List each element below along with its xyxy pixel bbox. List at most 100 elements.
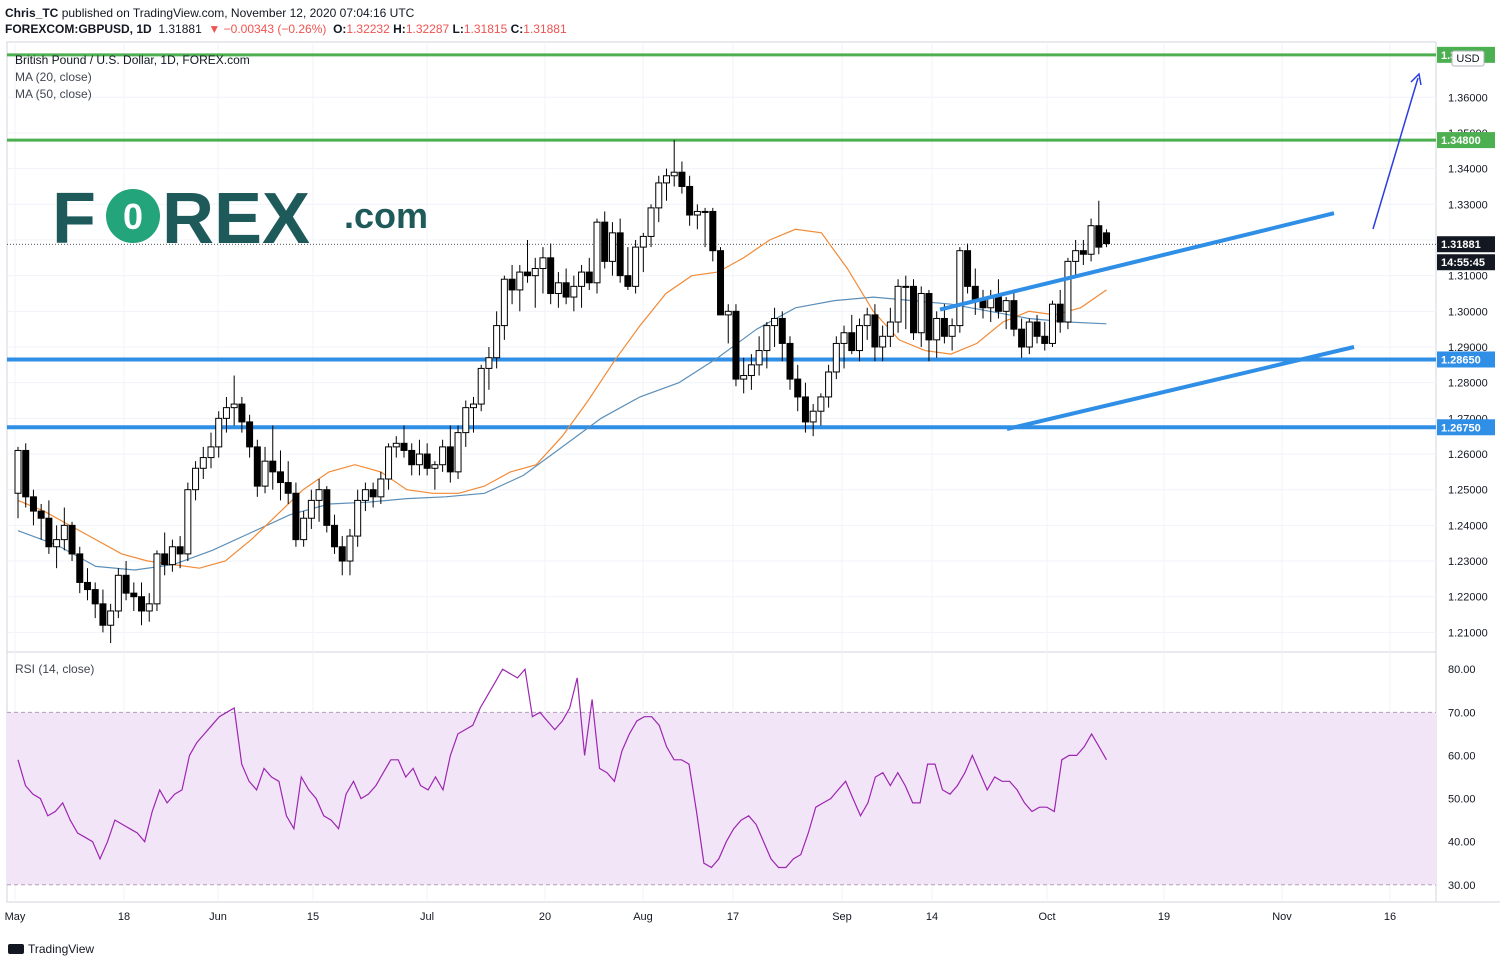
candle-up <box>817 396 825 412</box>
price-label-text: 1.34800 <box>1441 135 1481 147</box>
moving-averages <box>17 228 1107 571</box>
candle-up <box>763 325 771 352</box>
candle-down <box>686 185 694 216</box>
candle-up <box>300 517 308 541</box>
low-value: 1.31815 <box>463 22 508 36</box>
candle-down <box>323 489 331 526</box>
candle-up <box>933 317 941 341</box>
time-tick-label: 20 <box>539 911 551 923</box>
ma50-legend: MA (50, close) <box>15 87 92 101</box>
candle-down <box>794 378 802 398</box>
candle-down <box>161 553 169 566</box>
candle-down <box>1095 225 1103 248</box>
candle-down <box>446 446 454 473</box>
candle-down <box>871 314 879 348</box>
candle-up <box>1025 321 1033 348</box>
price-label-box <box>1437 132 1495 149</box>
candle-down <box>732 310 740 380</box>
candle-up <box>1072 250 1080 262</box>
candle-up <box>832 342 840 373</box>
candle-down <box>331 524 339 548</box>
candle-up <box>755 350 763 366</box>
candle-up <box>593 221 601 284</box>
candle-down <box>45 517 53 548</box>
candle-up <box>439 446 447 466</box>
projection-arrow-head <box>1410 72 1422 86</box>
candle-up <box>14 449 22 494</box>
candle-down <box>138 596 146 612</box>
candle-up <box>354 499 362 537</box>
time-tick-label: Jun <box>209 911 227 923</box>
rsi-band <box>7 711 1436 886</box>
candle-up <box>855 325 863 352</box>
candle-up <box>724 310 732 316</box>
candle-down <box>91 589 99 605</box>
candle-up <box>377 478 385 498</box>
price-tick-label: 1.25000 <box>1448 485 1488 497</box>
candle-down <box>547 257 555 294</box>
candle-down <box>624 275 632 287</box>
trend-drawings <box>939 72 1422 431</box>
candle-up <box>539 257 547 270</box>
candle-down <box>1103 232 1111 245</box>
candle-down <box>68 524 76 555</box>
tradingview-logo[interactable]: TradingView <box>8 942 94 956</box>
rsi-axis[interactable]: 80.00 70.00 60.00 50.00 40.00 30.00 <box>1448 664 1476 892</box>
candle-down <box>253 446 261 487</box>
candle-down <box>99 603 107 626</box>
candle-up <box>469 403 477 409</box>
candle-up <box>693 210 701 216</box>
symbol: FOREXCOM:GBPUSD, 1D <box>5 22 152 36</box>
candle-up <box>145 603 153 612</box>
price-tick-label: 1.30000 <box>1448 306 1488 318</box>
time-axis[interactable]: May 18 Jun 15 Jul 20 Aug 17 Sep 14 Oct 19 Nov 16 <box>5 911 1397 923</box>
price-tick-label: 1.22000 <box>1448 592 1488 604</box>
candle-up <box>1087 225 1095 255</box>
price-label-box <box>1437 236 1495 253</box>
candle-up <box>199 457 207 469</box>
candle-down <box>246 421 254 448</box>
open-label: O: <box>333 22 347 36</box>
forex-logo-o: 0 <box>123 196 143 237</box>
candle-up <box>392 442 400 448</box>
time-tick-label: Oct <box>1038 911 1055 923</box>
rsi-legend: RSI (14, close) <box>15 662 95 676</box>
candle-down <box>238 403 246 423</box>
candle-up <box>431 464 439 469</box>
currency-label: USD <box>1456 53 1479 65</box>
time-tick-label: 19 <box>1158 911 1170 923</box>
candle-up <box>261 460 269 487</box>
candle-up <box>153 553 161 605</box>
time-tick-label: 16 <box>1384 911 1396 923</box>
time-tick-label: 17 <box>727 911 739 923</box>
time-tick-label: Nov <box>1272 911 1292 923</box>
ma50-line <box>17 296 1107 571</box>
candle-down <box>925 292 933 341</box>
candle-up <box>840 332 848 344</box>
author: Chris_TC <box>5 6 59 20</box>
candle-up <box>307 499 315 519</box>
candle-down <box>585 271 593 284</box>
candle-down <box>717 250 725 316</box>
candle-up <box>578 271 586 287</box>
time-tick-label: Jul <box>420 911 434 923</box>
candle-down <box>408 449 416 466</box>
candle-up <box>114 574 122 612</box>
candle-down <box>1041 335 1049 344</box>
candle-up <box>647 207 655 237</box>
candle-up <box>886 321 894 337</box>
price-tick-label: 1.23000 <box>1448 556 1488 568</box>
candle-up <box>500 278 508 327</box>
rsi-tick-label: 30.00 <box>1448 880 1476 892</box>
candle-up <box>516 271 524 291</box>
low-label: L: <box>452 22 464 36</box>
currency-box[interactable] <box>1451 50 1485 67</box>
open-value: 1.32232 <box>346 22 390 36</box>
candle-down <box>678 171 686 187</box>
candle-down <box>122 574 130 594</box>
rsi-line <box>17 667 1108 869</box>
forex-logo-right: REX <box>162 179 310 259</box>
rsi-tick-label: 60.00 <box>1448 750 1476 762</box>
time-tick-label: 18 <box>118 911 130 923</box>
